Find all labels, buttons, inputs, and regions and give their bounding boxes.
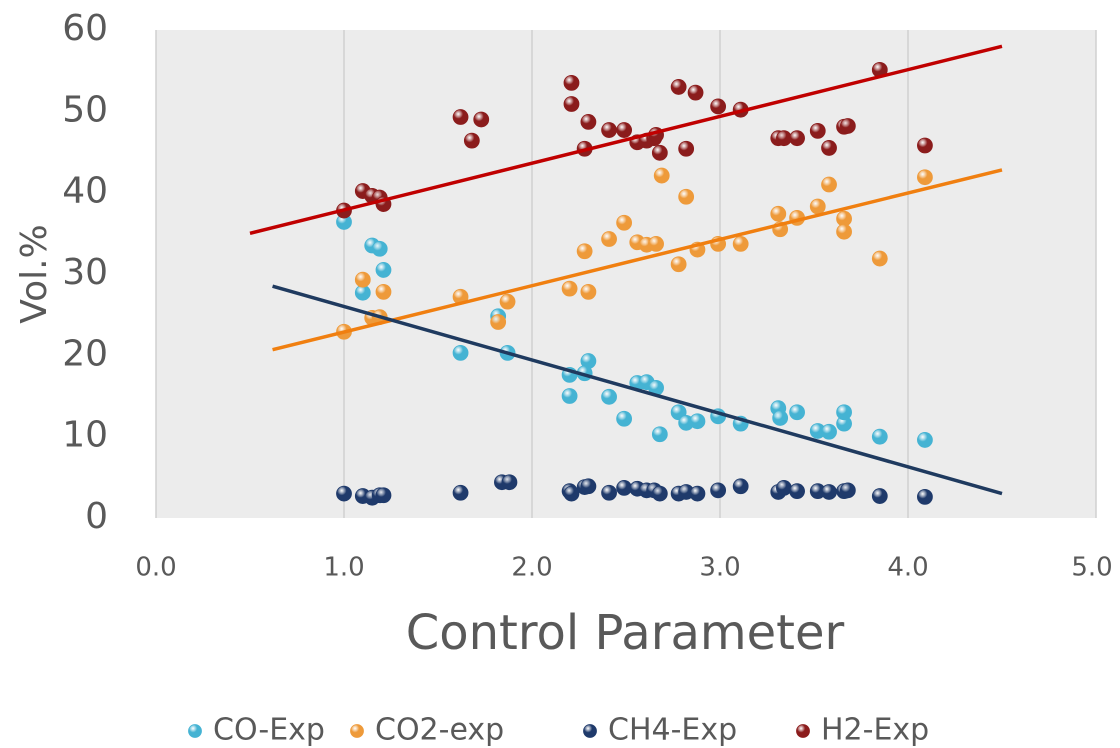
legend-label: CH4-Exp — [608, 713, 737, 748]
data-point — [821, 140, 837, 156]
data-point — [789, 130, 805, 147]
data-point — [601, 484, 617, 501]
data-point — [601, 122, 617, 138]
data-point — [821, 176, 837, 193]
data-point — [776, 130, 792, 147]
data-point — [821, 484, 837, 500]
x-tick-label: 3.0 — [699, 553, 740, 583]
data-point — [651, 485, 668, 502]
legend-label: CO-Exp — [213, 713, 325, 748]
legend-label: H2-Exp — [821, 713, 929, 748]
data-point — [917, 488, 933, 505]
y-tick-label: 40 — [62, 171, 108, 212]
data-point — [871, 250, 888, 267]
legend-label: CO2-exp — [375, 713, 504, 748]
data-point — [651, 144, 668, 161]
y-tick-label: 50 — [62, 89, 108, 130]
data-point — [653, 167, 670, 184]
y-axis-label: Vol.% — [14, 224, 55, 324]
data-point — [789, 404, 805, 421]
y-tick-label: 0 — [85, 496, 108, 537]
data-point — [499, 293, 516, 310]
data-point — [561, 280, 578, 297]
legend-marker — [188, 724, 202, 738]
data-point — [689, 485, 706, 502]
data-point — [648, 236, 664, 252]
data-point — [710, 98, 727, 115]
data-point — [452, 484, 469, 501]
data-point — [580, 478, 597, 495]
data-point — [732, 478, 749, 495]
data-point — [336, 485, 352, 502]
x-tick-label: 4.0 — [887, 553, 928, 583]
legend-marker — [583, 724, 597, 738]
data-point — [561, 388, 578, 404]
y-tick-label: 60 — [62, 8, 108, 49]
data-point — [473, 111, 490, 128]
data-point — [490, 314, 507, 330]
data-point — [616, 480, 633, 496]
data-point — [770, 205, 787, 222]
y-tick-label: 20 — [62, 333, 108, 374]
data-point — [839, 482, 856, 499]
data-point — [580, 283, 597, 300]
data-point — [375, 262, 392, 278]
data-point — [678, 188, 695, 205]
data-point — [601, 231, 617, 247]
data-point — [354, 271, 371, 288]
trend-line — [272, 284, 1003, 496]
data-point — [670, 79, 687, 95]
data-point — [809, 198, 826, 215]
data-point — [576, 243, 593, 260]
data-point — [821, 423, 837, 440]
data-point — [375, 283, 392, 300]
data-point — [789, 483, 805, 500]
data-point — [772, 410, 789, 426]
data-point — [670, 256, 687, 273]
data-point — [710, 482, 727, 499]
legend-marker — [796, 724, 810, 738]
data-point — [732, 236, 749, 252]
y-tick-label: 10 — [62, 415, 108, 456]
data-point — [678, 140, 695, 157]
data-point — [452, 109, 469, 125]
data-point — [917, 432, 933, 448]
data-point — [687, 84, 704, 101]
data-point — [452, 344, 469, 361]
data-point — [836, 223, 852, 240]
data-point — [871, 488, 888, 504]
data-point — [651, 426, 668, 443]
data-point — [563, 485, 580, 502]
data-point — [917, 169, 933, 186]
data-point — [616, 410, 633, 427]
x-axis-label: Control Parameter — [406, 605, 845, 661]
data-point — [689, 413, 706, 430]
data-point — [463, 132, 480, 149]
data-point — [563, 74, 580, 91]
data-point — [836, 404, 852, 421]
data-point — [375, 487, 392, 504]
legend-marker — [350, 724, 364, 738]
x-tick-label: 1.0 — [323, 553, 364, 583]
data-point — [580, 114, 597, 130]
trend-line — [249, 44, 1003, 236]
x-tick-label: 5.0 — [1071, 553, 1112, 583]
data-point — [601, 388, 617, 405]
data-point — [616, 214, 633, 231]
data-point — [501, 474, 518, 491]
data-point — [839, 118, 856, 134]
plot-area — [156, 30, 1096, 518]
data-point — [371, 240, 388, 257]
data-point — [871, 428, 888, 445]
data-point — [616, 122, 633, 138]
data-point — [563, 96, 580, 112]
data-point — [917, 137, 933, 154]
x-tick-label: 0.0 — [135, 553, 176, 583]
y-tick-label: 30 — [62, 252, 108, 293]
x-tick-label: 2.0 — [511, 553, 552, 583]
data-point — [809, 122, 826, 139]
data-point — [776, 480, 792, 496]
